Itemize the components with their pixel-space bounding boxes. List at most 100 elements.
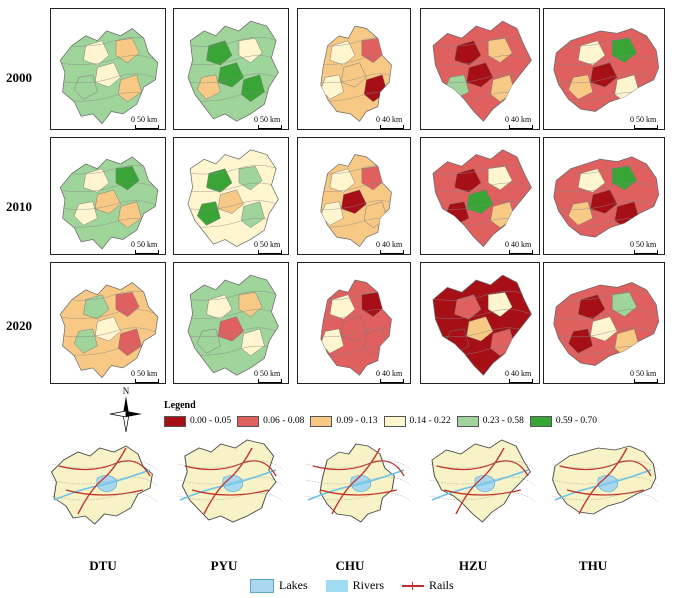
sub-region	[206, 40, 233, 66]
river	[554, 469, 652, 501]
choropleth-map	[553, 156, 660, 238]
boundary-line	[60, 73, 158, 85]
sub-region	[577, 168, 606, 193]
boundary-line	[305, 476, 412, 487]
sub-region	[329, 294, 356, 320]
map-panel-chu-2010: 0 40 km	[297, 137, 411, 255]
choropleth-map	[432, 149, 532, 248]
sub-region	[206, 294, 233, 320]
boundary-line	[320, 218, 392, 230]
sub-region	[487, 38, 513, 63]
scale-bar-label: 0 40 km	[505, 240, 532, 249]
scale-bar: 0 50 km	[254, 369, 282, 383]
map-panel-hzu-2000: 0 40 km	[420, 8, 540, 130]
sub-region	[73, 201, 98, 226]
choropleth-map	[59, 28, 159, 125]
scale-bar: 0 40 km	[505, 240, 533, 254]
boundary-line	[51, 492, 158, 503]
sub-region	[361, 166, 385, 191]
boundary-line	[187, 200, 279, 212]
sub-region	[115, 292, 140, 317]
choropleth-map	[320, 279, 392, 376]
legend-label: 0.09 - 0.13	[336, 416, 378, 426]
legend-item: 0.23 - 0.58	[456, 415, 524, 427]
feature-map-dtu	[51, 445, 158, 525]
river	[307, 469, 405, 501]
boundary-line	[60, 182, 158, 194]
map-panel-pyu-2020: 0 50 km	[173, 262, 289, 384]
sub-region	[196, 74, 221, 100]
sub-region	[73, 328, 98, 354]
year-label-2000: 2000	[6, 70, 32, 85]
river	[431, 469, 529, 501]
river-swatch-icon	[325, 579, 348, 592]
city-label-pyu: PYU	[210, 558, 238, 573]
boundary-line	[320, 165, 392, 176]
boundary-line	[187, 290, 279, 303]
scale-bar-label: 0 40 km	[376, 115, 403, 124]
scale-bar: 0 50 km	[131, 369, 159, 383]
scale-bar-label: 0 50 km	[630, 369, 657, 378]
map-panel-hzu-2020: 0 40 km	[420, 262, 540, 384]
legend-item: 0.00 - 0.05	[164, 415, 231, 427]
boundary-line	[553, 73, 659, 85]
rail	[77, 447, 127, 515]
boundary-line	[429, 492, 536, 503]
choropleth-map	[320, 25, 392, 122]
boundary-line	[187, 327, 279, 339]
rails-label: Rails	[429, 578, 454, 592]
rail	[566, 489, 645, 496]
rail	[331, 447, 381, 515]
map-panel-dtu-2010: 0 50 km	[50, 137, 166, 255]
city-label-dtu: DTU	[89, 558, 117, 573]
scale-bar: 0 40 km	[376, 115, 404, 129]
sub-region	[454, 294, 482, 320]
boundary-line	[429, 460, 536, 471]
sub-region	[83, 168, 110, 193]
choropleth-map	[59, 282, 159, 379]
lake-swatch-icon	[250, 578, 274, 593]
scale-bar-label: 0 40 km	[505, 369, 532, 378]
scale-bar-label: 0 50 km	[131, 240, 158, 249]
boundary-line	[320, 91, 392, 104]
feature-map-pyu	[177, 439, 284, 523]
scale-bar-label: 0 50 km	[131, 115, 158, 124]
sub-region	[241, 201, 265, 228]
sub-region	[241, 74, 265, 103]
legend-label: 0.06 - 0.08	[263, 416, 305, 426]
feature-map-chu	[305, 443, 412, 523]
scale-bar: 0 40 km	[505, 369, 533, 383]
sub-region	[612, 166, 638, 191]
boundary-line	[552, 492, 659, 503]
north-arrow-icon: N	[109, 386, 142, 433]
scale-bar-label: 0 40 km	[376, 240, 403, 249]
boundary-line	[433, 182, 532, 194]
sub-region	[454, 168, 482, 193]
sub-region	[454, 40, 482, 66]
boundary-line	[305, 460, 412, 471]
feature-map-hzu	[429, 439, 536, 523]
sub-region	[196, 201, 221, 226]
city-label-thu: THU	[578, 558, 608, 573]
feature-map-thu	[552, 445, 659, 515]
sub-region	[568, 201, 594, 226]
scale-bar-label: 0 50 km	[254, 369, 281, 378]
legend: 0.00 - 0.05 0.06 - 0.08 0.09 - 0.13 0.14 - …	[164, 414, 603, 428]
scale-bar: 0 50 km	[630, 115, 658, 129]
sub-region	[487, 292, 513, 317]
boundary-line	[51, 460, 158, 471]
feature-legend-rails: Rails	[402, 578, 454, 593]
boundary-line	[552, 460, 659, 471]
sub-region	[115, 166, 140, 191]
river	[53, 469, 151, 501]
boundary-line	[553, 309, 659, 321]
sub-region	[115, 38, 140, 63]
boundary-line	[553, 55, 659, 67]
boundary-line	[60, 55, 158, 67]
map-panel-dtu-2020: 0 50 km	[50, 262, 166, 384]
sub-region	[329, 40, 356, 66]
sub-region	[118, 74, 142, 103]
boundary-line	[553, 200, 659, 212]
legend-item: 0.59 - 0.70	[529, 415, 597, 427]
scale-bar: 0 50 km	[131, 115, 159, 129]
